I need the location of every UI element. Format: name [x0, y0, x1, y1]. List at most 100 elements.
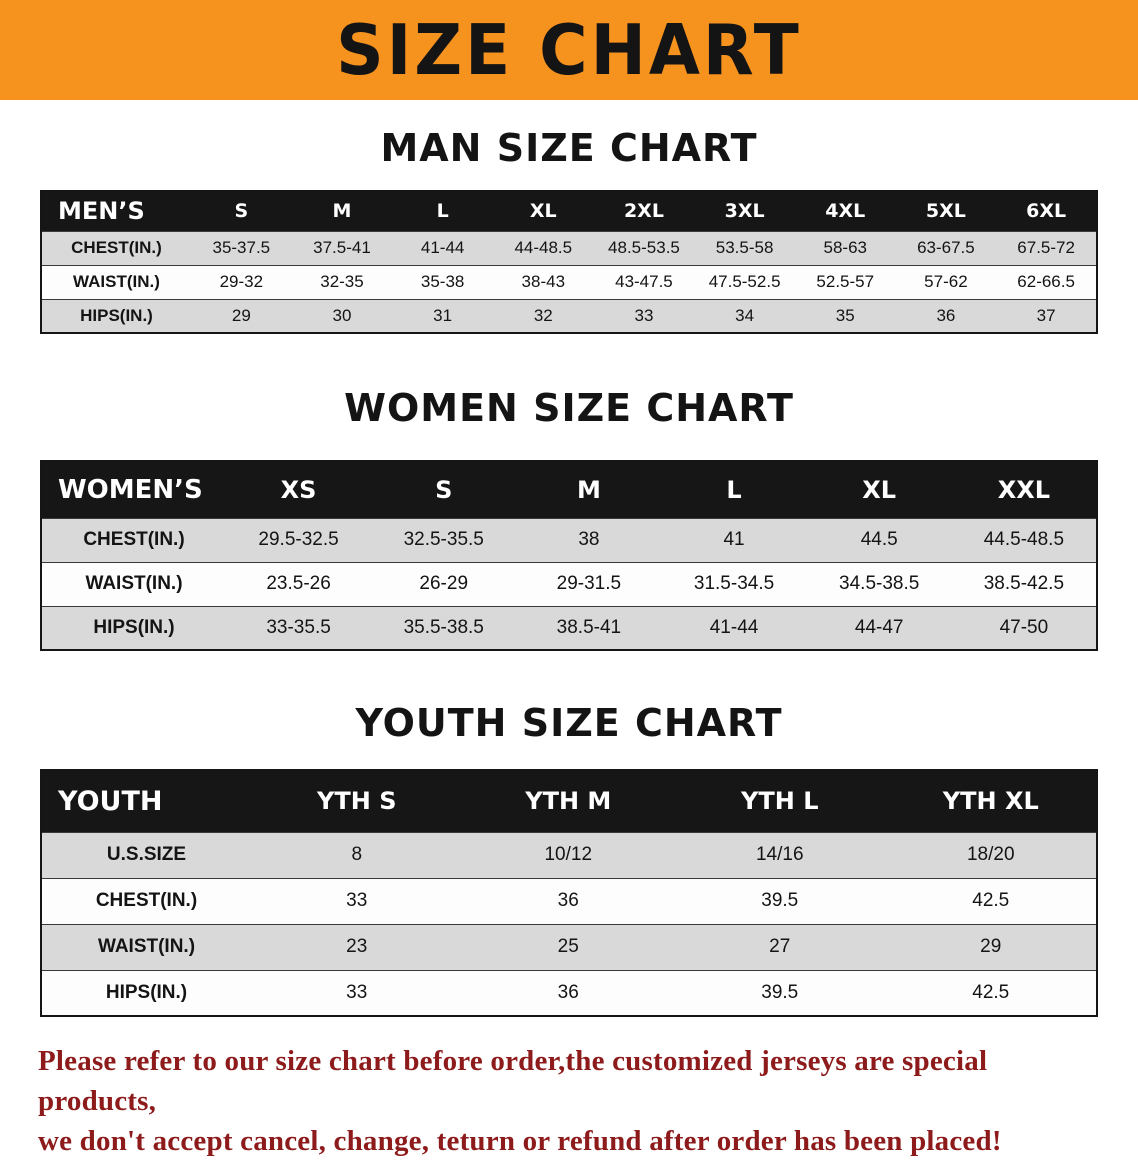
measure-value: 31.5-34.5 — [661, 561, 807, 607]
size-column-header: L — [661, 461, 807, 518]
measure-value: 44-47 — [806, 605, 952, 651]
youth-section-title: YOUTH SIZE CHART — [355, 701, 783, 745]
table-row: CHEST(IN.) 33 36 39.5 42.5 — [41, 877, 1097, 925]
measure-value: 31 — [392, 298, 493, 334]
table-row: HIPS(IN.) 29 30 31 32 33 34 35 36 37 — [41, 298, 1097, 334]
measure-label: HIPS(IN.) — [41, 969, 251, 1017]
measure-value: 47.5-52.5 — [694, 264, 795, 300]
measure-value: 38 — [516, 517, 662, 563]
measure-value: 18/20 — [885, 831, 1097, 879]
size-column-header: YTH M — [462, 770, 674, 832]
women-section-title: WOMEN SIZE CHART — [344, 386, 794, 430]
measure-value: 53.5-58 — [694, 230, 795, 266]
measure-value: 44-48.5 — [492, 230, 594, 266]
measure-value: 35-37.5 — [191, 230, 292, 266]
measure-value: 35 — [794, 298, 896, 334]
size-column-header: 2XL — [593, 191, 695, 231]
youth-size-table: YOUTH YTH S YTH M YTH L YTH XL U.S.SIZE 8 10/12… — [40, 769, 1098, 1017]
measure-value: 30 — [291, 298, 393, 334]
measure-value: 41 — [661, 517, 807, 563]
measure-value: 44.5 — [806, 517, 952, 563]
measure-value: 23 — [251, 923, 463, 971]
measure-value: 37.5-41 — [291, 230, 393, 266]
disclaimer-line-2: we don't accept cancel, change, teturn o… — [38, 1125, 1002, 1158]
table-row: U.S.SIZE 8 10/12 14/16 18/20 — [41, 831, 1097, 879]
table-row: HIPS(IN.) 33 36 39.5 42.5 — [41, 969, 1097, 1017]
measure-value: 29.5-32.5 — [226, 517, 372, 563]
measure-value: 36 — [462, 969, 674, 1017]
page-title: SIZE CHART — [336, 9, 802, 91]
section-women: WOMEN SIZE CHART WOMEN’S XS S M L XL XXL CHEST(… — [0, 386, 1138, 651]
table-row: CHEST(IN.) 29.5-32.5 32.5-35.5 38 41 44.5 44.5… — [41, 517, 1097, 563]
measure-value: 47-50 — [951, 605, 1097, 651]
measure-value: 32.5-35.5 — [371, 517, 517, 563]
measure-value: 33 — [251, 877, 463, 925]
measure-value: 34.5-38.5 — [806, 561, 952, 607]
measure-value: 14/16 — [674, 831, 886, 879]
measure-label: CHEST(IN.) — [41, 230, 191, 266]
measure-value: 35.5-38.5 — [371, 605, 517, 651]
measure-value: 33-35.5 — [226, 605, 372, 651]
measure-label: CHEST(IN.) — [41, 517, 226, 563]
measure-value: 41-44 — [661, 605, 807, 651]
size-column-header: L — [392, 191, 493, 231]
measure-label: WAIST(IN.) — [41, 923, 251, 971]
measure-value: 39.5 — [674, 969, 886, 1017]
disclaimer: Please refer to our size chart before or… — [38, 1041, 1100, 1161]
measure-value: 38.5-41 — [516, 605, 662, 651]
size-column-header: 6XL — [996, 191, 1097, 231]
size-column-header: M — [291, 191, 393, 231]
table-row: WAIST(IN.) 23 25 27 29 — [41, 923, 1097, 971]
table-header-row: MEN’S S M L XL 2XL 3XL 4XL 5XL 6XL — [41, 191, 1097, 231]
measure-label: HIPS(IN.) — [41, 605, 226, 651]
measure-value: 33 — [251, 969, 463, 1017]
size-column-header: S — [371, 461, 517, 518]
size-column-header: XL — [806, 461, 952, 518]
men-size-table: MEN’S S M L XL 2XL 3XL 4XL 5XL 6XL CHEST(IN.) 35-37… — [40, 190, 1098, 334]
measure-value: 42.5 — [885, 969, 1097, 1017]
measure-label: U.S.SIZE — [41, 831, 251, 879]
section-youth: YOUTH SIZE CHART YOUTH YTH S YTH M YTH L YTH… — [0, 701, 1138, 1017]
measure-label: WAIST(IN.) — [41, 264, 191, 300]
disclaimer-line-1: Please refer to our size chart before or… — [38, 1045, 988, 1118]
row-group-label: MEN’S — [41, 191, 191, 231]
measure-value: 23.5-26 — [226, 561, 372, 607]
measure-value: 58-63 — [794, 230, 896, 266]
table-header-row: WOMEN’S XS S M L XL XXL — [41, 461, 1097, 518]
measure-value: 29 — [191, 298, 292, 334]
measure-value: 57-62 — [895, 264, 997, 300]
measure-value: 8 — [251, 831, 463, 879]
measure-value: 36 — [895, 298, 997, 334]
size-column-header: YTH S — [251, 770, 463, 832]
measure-value: 10/12 — [462, 831, 674, 879]
measure-value: 33 — [593, 298, 695, 334]
section-men: MAN SIZE CHART MEN’S S M L XL 2XL 3XL 4XL 5XL 6XL… — [0, 126, 1138, 334]
size-column-header: S — [191, 191, 292, 231]
banner: SIZE CHART — [0, 0, 1138, 100]
measure-label: WAIST(IN.) — [41, 561, 226, 607]
measure-value: 43-47.5 — [593, 264, 695, 300]
measure-value: 34 — [694, 298, 795, 334]
size-column-header: XXL — [951, 461, 1097, 518]
measure-value: 48.5-53.5 — [593, 230, 695, 266]
measure-value: 63-67.5 — [895, 230, 997, 266]
size-column-header: XL — [492, 191, 594, 231]
size-column-header: 4XL — [794, 191, 896, 231]
measure-value: 42.5 — [885, 877, 1097, 925]
measure-value: 37 — [996, 298, 1097, 334]
measure-value: 32-35 — [291, 264, 393, 300]
measure-value: 25 — [462, 923, 674, 971]
measure-value: 67.5-72 — [996, 230, 1097, 266]
measure-value: 35-38 — [392, 264, 493, 300]
row-group-label: YOUTH — [41, 770, 251, 832]
size-chart-content: MAN SIZE CHART MEN’S S M L XL 2XL 3XL 4XL 5XL 6XL… — [0, 126, 1138, 1017]
measure-value: 32 — [492, 298, 594, 334]
measure-value: 27 — [674, 923, 886, 971]
table-header-row: YOUTH YTH S YTH M YTH L YTH XL — [41, 770, 1097, 832]
women-size-table: WOMEN’S XS S M L XL XXL CHEST(IN.) 29.5-32.5 32.5… — [40, 460, 1098, 651]
table-row: WAIST(IN.) 29-32 32-35 35-38 38-43 43-47.5 47.… — [41, 264, 1097, 300]
size-column-header: 5XL — [895, 191, 997, 231]
men-section-title: MAN SIZE CHART — [380, 126, 758, 170]
measure-value: 29-31.5 — [516, 561, 662, 607]
